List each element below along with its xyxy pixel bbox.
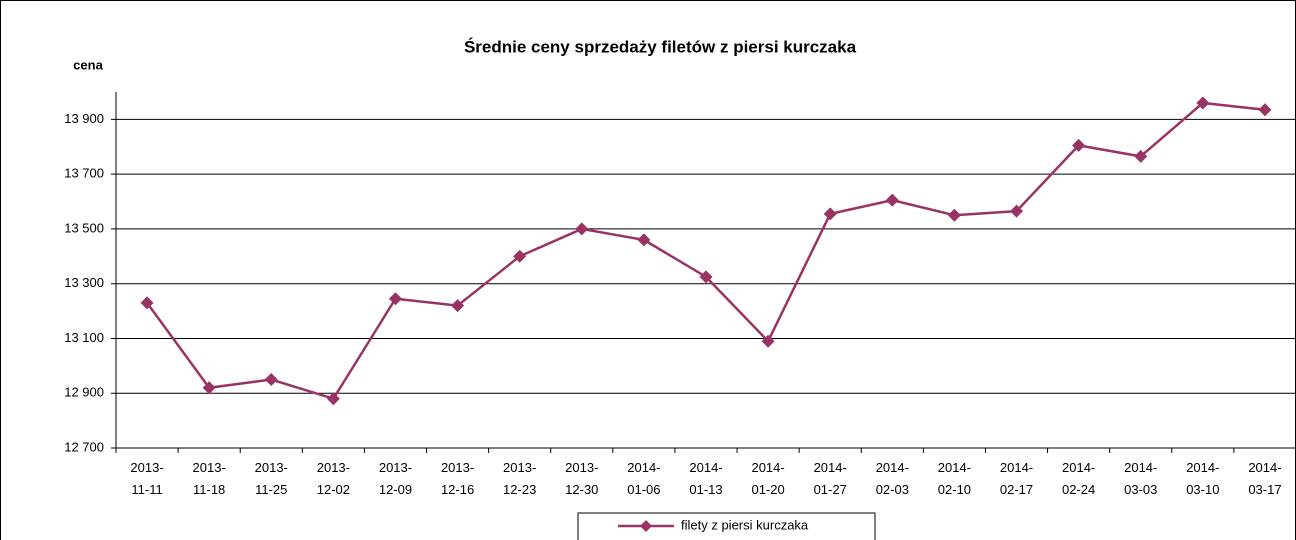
y-tick-label: 13 500 (64, 220, 104, 235)
x-tick-label: 2014-03-03 (1124, 460, 1158, 497)
data-point (140, 296, 154, 310)
legend-label: filety z piersi kurczaka (681, 517, 809, 532)
data-point (1010, 204, 1024, 218)
x-tick-label: 2014-03-10 (1186, 460, 1220, 497)
data-point (1072, 138, 1086, 152)
data-point (1258, 103, 1272, 117)
data-line (146, 101, 1266, 401)
y-tick-label: 13 100 (64, 330, 104, 345)
x-tick-label: 2013-11-11 (130, 460, 164, 497)
legend-marker (640, 520, 652, 532)
x-tick-label: 2013-12-23 (503, 460, 537, 497)
data-point (513, 249, 527, 263)
x-tick-label: 2014-02-03 (875, 460, 909, 497)
y-tick-label: 12 700 (64, 439, 104, 454)
x-tick-label: 2014-02-24 (1062, 460, 1096, 497)
chart-title: Średnie ceny sprzedaży filetów z piersi … (464, 37, 857, 56)
x-tick-label: 2014-01-20 (751, 460, 785, 497)
x-tick-label: 2013-11-25 (254, 460, 288, 497)
x-tick-label: 2014-01-13 (689, 460, 723, 497)
data-point (202, 381, 216, 395)
data-point (699, 270, 713, 284)
data-point (451, 299, 465, 313)
x-tick-label: 2013-12-16 (440, 460, 475, 497)
data-point (947, 208, 961, 222)
data-point (885, 193, 899, 207)
y-tick-label: 13 700 (64, 166, 104, 181)
y-tick-label: 12 900 (64, 385, 104, 400)
data-point (1134, 149, 1148, 163)
data-point (823, 207, 837, 221)
data-point (637, 233, 651, 247)
data-point (326, 392, 340, 406)
y-tick-label: 13 300 (64, 275, 104, 290)
x-tick-label: 2014-01-06 (627, 460, 661, 497)
data-point (264, 373, 278, 387)
data-point (575, 222, 589, 236)
data-point (388, 292, 402, 306)
data-point (761, 334, 775, 348)
x-tick-label: 2013-12-30 (565, 460, 599, 497)
x-tick-label: 2014-02-17 (999, 460, 1034, 497)
x-tick-label: 2013-12-09 (378, 460, 413, 497)
x-tick-label: 2014-01-27 (813, 460, 847, 497)
x-tick-label: 2014-03-17 (1248, 460, 1282, 497)
y-tick-label: 13 900 (64, 111, 104, 126)
x-tick-label: 2013-12-02 (316, 460, 350, 497)
x-tick-label: 2014-02-10 (937, 460, 972, 497)
data-point (1196, 96, 1210, 110)
x-tick-label: 2013-11-18 (192, 460, 226, 497)
y-axis-label: cena (73, 57, 103, 72)
